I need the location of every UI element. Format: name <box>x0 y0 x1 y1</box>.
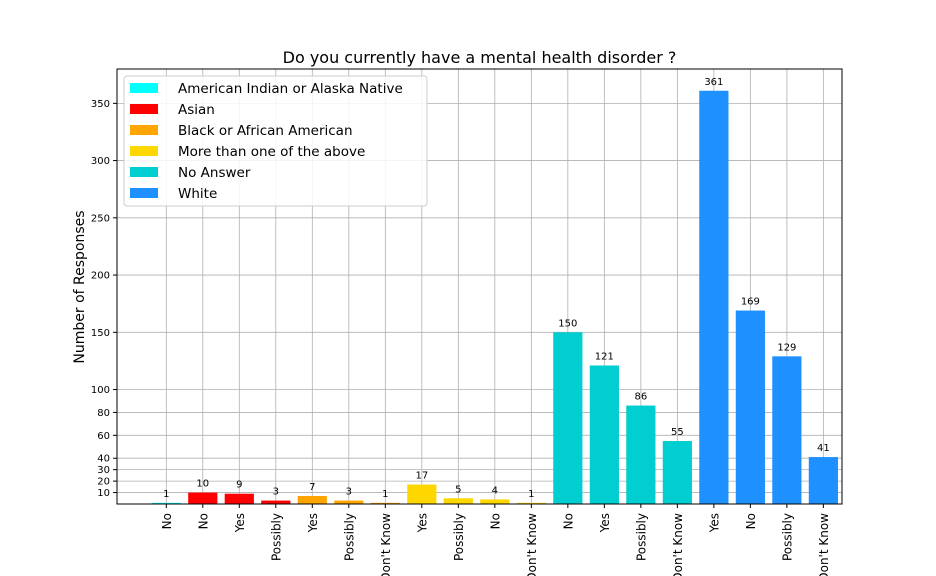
data-label: 5 <box>455 484 461 495</box>
x-tick-label: Don't Know <box>379 513 393 576</box>
bars <box>151 90 838 504</box>
bar <box>224 493 254 504</box>
legend: American Indian or Alaska Native Asian Bla… <box>123 75 428 207</box>
data-label: 3 <box>273 487 279 498</box>
x-tick-label: No <box>196 513 210 529</box>
bar <box>516 502 546 504</box>
x-tick-label: No <box>744 513 758 529</box>
x-tick-label: Don't Know <box>525 513 539 576</box>
bar <box>589 365 619 504</box>
y-tick-label: 250 <box>91 213 110 224</box>
bar <box>443 498 473 504</box>
y-tick-label: 30 <box>97 465 110 476</box>
y-tick-label: 350 <box>91 99 110 110</box>
legend-swatch <box>130 167 158 177</box>
bar <box>370 502 400 504</box>
bar <box>188 492 218 504</box>
x-tick-label: Possibly <box>269 513 283 561</box>
data-label: 121 <box>595 351 614 362</box>
bar <box>334 500 364 504</box>
y-tick-label: 80 <box>97 408 110 419</box>
x-tick-label: Don't Know <box>671 513 685 576</box>
bar <box>662 441 692 504</box>
x-tick-label: Yes <box>598 513 612 533</box>
data-label: 41 <box>817 443 830 454</box>
bar <box>735 310 765 504</box>
data-label: 10 <box>196 479 209 490</box>
legend-swatch <box>130 125 158 135</box>
data-label: 7 <box>309 482 315 493</box>
x-tick-label: Yes <box>233 513 247 533</box>
legend-swatch <box>130 104 158 114</box>
y-tick-label: 100 <box>91 385 110 396</box>
x-tick-label: Yes <box>707 513 721 533</box>
chart-title: Do you currently have a mental health di… <box>283 48 677 67</box>
y-tick-label: 200 <box>91 271 110 282</box>
data-label: 3 <box>346 487 352 498</box>
data-label: 9 <box>236 480 242 491</box>
x-tick-label: Possibly <box>452 513 466 561</box>
x-tick-label: No <box>160 513 174 529</box>
legend-swatch <box>130 146 158 156</box>
data-label: 86 <box>634 392 647 403</box>
data-label: 129 <box>777 342 796 353</box>
y-tick-label: 300 <box>91 156 110 167</box>
y-tick-label: 10 <box>97 488 110 499</box>
bar <box>151 502 181 504</box>
x-tick-label: Possibly <box>634 513 648 561</box>
bar <box>261 500 291 504</box>
data-label: 55 <box>671 427 684 438</box>
legend-entry: No Answer <box>178 165 251 181</box>
plot-frame <box>116 68 843 505</box>
bar <box>699 90 729 504</box>
legend-frame <box>123 75 428 207</box>
x-axis-ticks: No No Yes Possibly Yes Possibly Don't Know Yes P… <box>160 504 831 576</box>
bar <box>480 499 510 504</box>
bar <box>553 332 583 504</box>
legend-entry: White <box>178 186 217 202</box>
x-tick-label: Possibly <box>780 513 794 561</box>
legend-swatch <box>130 83 158 93</box>
y-tick-label: 20 <box>97 477 110 488</box>
x-tick-label: Yes <box>415 513 429 533</box>
x-tick-label: Yes <box>306 513 320 533</box>
bar <box>407 484 437 504</box>
legend-entry: Asian <box>178 102 215 118</box>
x-tick-label: No <box>561 513 575 529</box>
bar <box>808 457 838 504</box>
data-label: 1 <box>528 489 534 500</box>
legend-entry: American Indian or Alaska Native <box>178 81 403 97</box>
bar <box>626 405 656 504</box>
y-axis-label: Number of Responses <box>72 210 88 363</box>
data-label: 1 <box>163 489 169 500</box>
data-label: 1 <box>382 489 388 500</box>
x-tick-label: No <box>488 513 502 529</box>
legend-swatch <box>130 188 158 198</box>
data-label: 17 <box>415 471 428 482</box>
x-tick-label: Don't Know <box>817 513 831 576</box>
bar <box>772 356 802 504</box>
data-label: 169 <box>741 297 760 308</box>
y-tick-label: 40 <box>97 454 110 465</box>
data-label: 4 <box>492 485 498 496</box>
bar <box>297 495 327 504</box>
data-label: 150 <box>558 318 577 329</box>
legend-entry: Black or African American <box>178 123 353 139</box>
x-tick-label: Possibly <box>342 513 356 561</box>
data-label: 361 <box>704 77 723 88</box>
y-tick-label: 60 <box>97 431 110 442</box>
legend-entry: More than one of the above <box>178 144 365 160</box>
y-tick-label: 150 <box>91 328 110 339</box>
